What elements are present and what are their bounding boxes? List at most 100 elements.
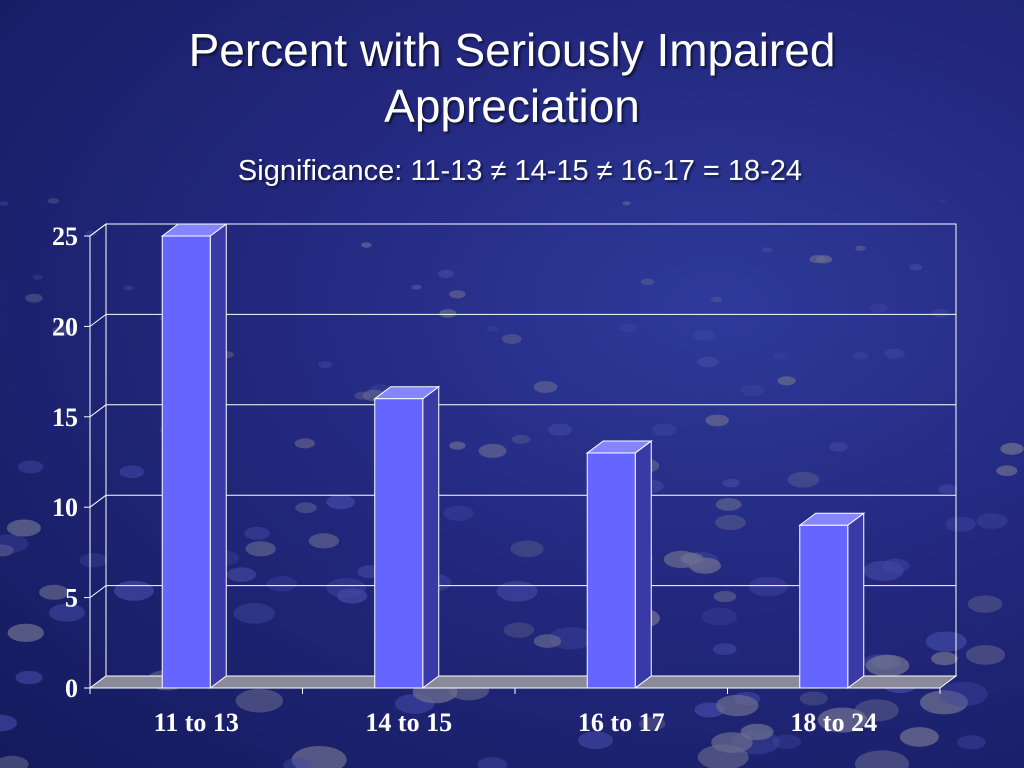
background-dot (715, 498, 742, 511)
background-dot (443, 505, 474, 521)
background-dot (503, 622, 535, 638)
background-dot (15, 670, 43, 685)
chart-side-wall (89, 223, 107, 689)
background-dot (48, 603, 86, 622)
background-dot (799, 691, 828, 706)
background-dot (722, 478, 740, 488)
bar-front (374, 398, 424, 689)
background-dot (651, 423, 677, 436)
y-tick-label: 15 (52, 403, 78, 432)
background-dot (762, 247, 773, 253)
background-dot (938, 681, 988, 707)
background-dot (291, 746, 347, 768)
background-dot (1000, 442, 1024, 455)
bar (585, 439, 653, 689)
x-tick-label: 18 to 24 (790, 708, 877, 737)
background-dot (511, 434, 531, 444)
background-dot (713, 643, 737, 655)
background-dot (318, 361, 332, 369)
x-tick-label: 11 to 13 (154, 708, 239, 737)
background-dot (85, 230, 98, 237)
background-dot (533, 634, 562, 648)
background-dot (967, 595, 1003, 613)
slide-subtitle: Significance: 11-13 ≠ 14-15 ≠ 16-17 = 18… (237, 155, 803, 187)
background-dot (705, 414, 729, 427)
background-dot (336, 588, 368, 604)
background-dot (39, 584, 69, 600)
background-dot (939, 198, 947, 203)
background-dot (638, 717, 666, 731)
background-dot (713, 590, 737, 603)
background-dot (957, 735, 986, 750)
background-dot (996, 465, 1018, 477)
y-tick-label: 0 (65, 674, 78, 703)
background-dot (854, 750, 910, 768)
x-tick-label: 14 to 15 (365, 708, 452, 737)
background-dot (496, 581, 538, 602)
background-dot (510, 540, 544, 558)
gridline-diagonal (89, 494, 107, 508)
background-dot (283, 757, 312, 768)
background-dot (32, 274, 43, 280)
background-dot (855, 245, 866, 251)
background-dot (449, 290, 466, 299)
background-dot (965, 645, 1006, 665)
background-dot (439, 309, 457, 318)
background-dot (976, 513, 1008, 529)
background-dot (938, 484, 958, 494)
background-dot (711, 296, 723, 303)
bar-front (161, 235, 211, 689)
bar (160, 223, 228, 689)
background-dot (748, 576, 788, 597)
background-dot (0, 714, 17, 732)
background-dot (449, 441, 466, 450)
background-dot (869, 303, 888, 313)
background-dot (945, 516, 976, 532)
bar-front (799, 524, 849, 689)
background-dot (501, 334, 522, 344)
bar (373, 385, 441, 689)
background-dot (47, 198, 60, 204)
background-dot (680, 552, 704, 565)
background-dot (884, 348, 905, 359)
y-tick-label: 20 (52, 312, 78, 341)
background-dot (25, 293, 43, 303)
background-dot (7, 623, 44, 642)
background-dot (308, 533, 340, 549)
background-dot (295, 502, 317, 514)
background-dot (354, 391, 371, 400)
background-dot (899, 727, 939, 747)
background-dot (854, 699, 899, 722)
background-dot (437, 269, 455, 278)
y-tick-label: 5 (65, 584, 78, 613)
y-tick-label: 25 (52, 222, 78, 251)
background-dot (533, 381, 558, 393)
background-dot (909, 263, 923, 271)
background-dot (817, 707, 868, 733)
background-dot (411, 284, 422, 290)
background-dot (920, 690, 968, 715)
background-dot (478, 443, 507, 458)
gridline-diagonal (89, 223, 107, 237)
gridline-diagonal (89, 313, 107, 327)
background-dot (52, 325, 73, 336)
bar-side (422, 385, 440, 689)
background-dot (777, 376, 796, 386)
background-dot (0, 544, 14, 557)
background-dot (361, 242, 372, 248)
background-dot (547, 423, 572, 436)
y-tick-label: 10 (52, 493, 78, 522)
background-dot (244, 526, 270, 540)
background-dot (828, 442, 848, 452)
background-dot (701, 607, 737, 626)
background-dot (697, 356, 719, 368)
background-dot (773, 353, 786, 360)
slide-title-line-2: Appreciation (384, 80, 640, 132)
background-dot (266, 576, 298, 592)
slide-title-line-1: Percent with Seriously Impaired (188, 24, 836, 76)
background-dot (123, 285, 134, 291)
background-dot (740, 723, 774, 741)
background-dot (294, 438, 315, 449)
